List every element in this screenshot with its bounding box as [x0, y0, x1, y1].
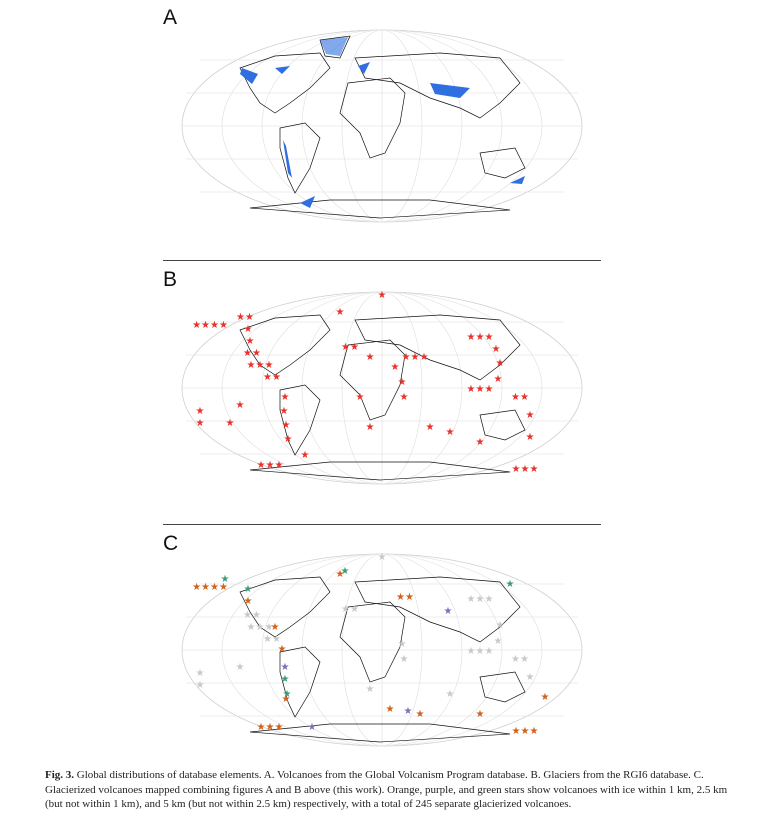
svg-text:★: ★	[271, 622, 280, 633]
svg-text:★★: ★★	[263, 634, 281, 645]
svg-text:★: ★	[476, 709, 485, 720]
svg-text:★: ★	[280, 406, 289, 417]
svg-text:★: ★	[378, 552, 387, 563]
svg-text:★: ★	[391, 362, 400, 373]
svg-text:★: ★	[492, 344, 501, 355]
svg-text:★: ★	[366, 422, 375, 433]
svg-text:★: ★	[366, 684, 375, 695]
svg-text:★: ★	[281, 674, 290, 685]
svg-text:★★★: ★★★	[467, 646, 494, 657]
svg-text:★: ★	[426, 422, 435, 433]
figure-caption: Fig. 3. Global distributions of database…	[45, 768, 735, 812]
svg-text:★: ★	[398, 377, 407, 388]
svg-text:★: ★	[336, 307, 345, 318]
map-panel-a	[180, 28, 584, 224]
world-map-volcanoes: ★★★★★★ ★★★★ ★★★★★ ★★★★ ★★★★ ★★★★ ★★★★★ ★…	[181, 290, 583, 485]
svg-text:★★★: ★★★	[467, 384, 494, 395]
svg-text:★: ★	[506, 579, 515, 590]
svg-text:★★★: ★★★	[512, 726, 539, 737]
svg-text:★: ★	[336, 569, 345, 580]
svg-text:★: ★	[236, 400, 245, 411]
svg-text:★: ★	[301, 450, 310, 461]
svg-text:★★: ★★	[341, 604, 359, 615]
svg-text:★★★: ★★★	[467, 332, 494, 343]
panel-label-a: A	[163, 6, 178, 29]
svg-text:★: ★	[246, 336, 255, 347]
svg-text:★: ★	[282, 420, 291, 431]
world-map-glaciers	[181, 29, 583, 223]
svg-text:★: ★	[366, 352, 375, 363]
svg-text:★: ★	[356, 392, 365, 403]
svg-text:★: ★	[494, 374, 503, 385]
svg-text:★★: ★★	[341, 342, 359, 353]
svg-text:★: ★	[244, 596, 253, 607]
svg-text:★: ★	[284, 434, 293, 445]
svg-text:★: ★	[236, 662, 245, 673]
svg-text:★★★: ★★★	[402, 352, 429, 363]
svg-text:★: ★	[398, 639, 407, 650]
svg-text:★: ★	[196, 406, 205, 417]
svg-text:★★: ★★	[511, 392, 529, 403]
caption-lead: Fig. 3.	[45, 769, 75, 781]
svg-text:★: ★	[283, 689, 292, 700]
svg-text:★: ★	[221, 574, 230, 585]
svg-text:★★★★: ★★★★	[192, 582, 228, 593]
panel-label-c: C	[163, 532, 179, 555]
svg-text:★★: ★★	[243, 348, 261, 359]
svg-text:★: ★	[526, 672, 535, 683]
svg-text:★: ★	[341, 566, 350, 577]
svg-text:★: ★	[400, 654, 409, 665]
svg-text:★★★: ★★★	[247, 622, 274, 633]
svg-text:★: ★	[496, 620, 505, 631]
svg-text:★: ★	[378, 290, 387, 301]
svg-text:★: ★	[386, 704, 395, 715]
svg-text:★: ★	[282, 694, 291, 705]
svg-text:★: ★	[446, 689, 455, 700]
map-panel-c: ★★ ★★★ ★★ ★ ★ ★ ★★ ★ ★ ★★★ ★ ★ ★★★ ★★ ★ ★ ★ ★ ★★★★ ★ ★…	[180, 552, 584, 748]
world-map-glacierized-volcanoes: ★★★★★★★ ★★★ ★★★★ ★★★★★ ★★★★★★ ★★ ★ ★★★★★★…	[181, 552, 583, 747]
svg-text:★: ★	[526, 432, 535, 443]
svg-text:★★★: ★★★	[257, 722, 284, 733]
svg-text:★: ★	[281, 662, 290, 673]
svg-text:★: ★	[196, 680, 205, 691]
caption-text: Global distributions of database element…	[45, 769, 728, 810]
svg-text:★: ★	[446, 427, 455, 438]
svg-text:★: ★	[404, 706, 413, 717]
svg-text:★: ★	[496, 358, 505, 369]
svg-text:★★: ★★	[511, 654, 529, 665]
svg-text:★★★: ★★★	[247, 360, 274, 371]
panel-divider	[163, 524, 601, 525]
svg-text:★★: ★★	[263, 372, 281, 383]
svg-text:★★: ★★	[243, 610, 261, 621]
svg-text:★★★: ★★★	[467, 594, 494, 605]
svg-text:★: ★	[494, 636, 503, 647]
svg-text:★: ★	[526, 410, 535, 421]
svg-text:★: ★	[281, 392, 290, 403]
svg-text:★: ★	[444, 606, 453, 617]
svg-text:★: ★	[196, 668, 205, 679]
svg-text:★: ★	[400, 392, 409, 403]
panel-divider	[163, 260, 601, 261]
svg-text:★: ★	[226, 418, 235, 429]
svg-text:★★★★: ★★★★	[192, 320, 228, 331]
svg-text:★: ★	[308, 722, 317, 733]
svg-text:★: ★	[196, 418, 205, 429]
svg-text:★★: ★★	[396, 592, 414, 603]
svg-text:★: ★	[278, 644, 287, 655]
svg-text:★: ★	[476, 437, 485, 448]
svg-text:★: ★	[416, 709, 425, 720]
svg-text:★★: ★★	[236, 312, 254, 323]
svg-text:★★★: ★★★	[512, 464, 539, 475]
svg-text:★: ★	[541, 692, 550, 703]
panel-label-b: B	[163, 268, 178, 291]
svg-text:★★★: ★★★	[257, 460, 284, 471]
svg-text:★: ★	[244, 324, 253, 335]
svg-text:★: ★	[244, 584, 253, 595]
map-panel-b: ★★★★ ★★ ★ ★ ★★ ★★★ ★★ ★ ★ ★ ★ ★ ★ ★ ★ ★★ ★ ★ ★ ★ ★★★ ★…	[180, 290, 584, 486]
